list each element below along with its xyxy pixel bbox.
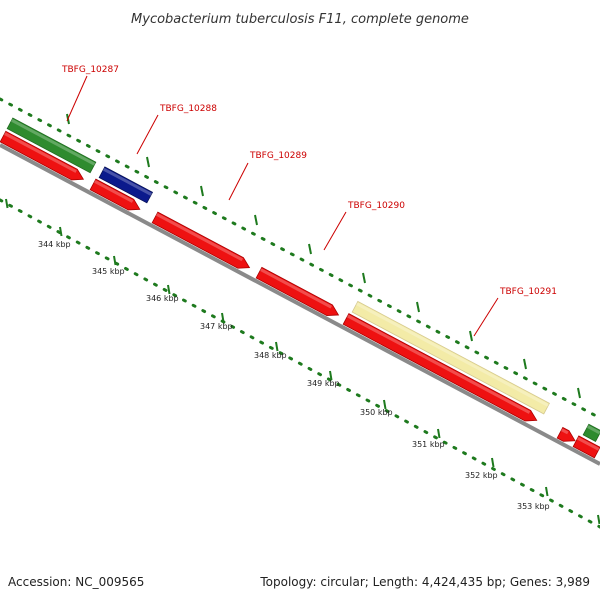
upper-dotted-track xyxy=(0,97,600,420)
leader-tbfg-10289 xyxy=(228,162,249,201)
lower-tick-8 xyxy=(437,428,441,439)
gene-label-tbfg-10290[interactable]: TBFG_10290 xyxy=(347,201,405,211)
ruler-label-347: 347 kbp xyxy=(200,322,233,331)
gene-label-tbfg-10289[interactable]: TBFG_10289 xyxy=(249,151,307,161)
gene-tbfg-10288[interactable] xyxy=(98,166,154,204)
gene-right-forward[interactable] xyxy=(582,423,600,442)
gene-label-tbfg-10291[interactable]: TBFG_10291 xyxy=(499,287,557,297)
upper-tick-5 xyxy=(362,272,366,284)
ruler-label-349: 349 kbp xyxy=(307,379,340,388)
gene-red-5[interactable] xyxy=(342,313,539,426)
upper-tick-7 xyxy=(469,330,473,342)
lower-tick-1 xyxy=(59,226,63,237)
accession-text: Accession: NC_009565 xyxy=(8,575,144,589)
lower-tick-10 xyxy=(545,486,549,497)
leader-tbfg-10287 xyxy=(66,75,88,122)
upper-tick-3 xyxy=(254,214,258,226)
lower-tick-2 xyxy=(113,255,117,266)
leader-tbfg-10288 xyxy=(136,114,159,155)
leader-tbfg-10290 xyxy=(323,211,347,251)
ruler-label-348: 348 kbp xyxy=(254,351,287,360)
lower-tick-4 xyxy=(221,312,225,323)
ruler-label-350: 350 kbp xyxy=(360,408,393,417)
gene-label-tbfg-10288[interactable]: TBFG_10288 xyxy=(159,104,217,114)
gene-label-tbfg-10287[interactable]: TBFG_10287 xyxy=(61,65,119,75)
ruler-ticks xyxy=(5,113,600,525)
gene-tbfg-10287[interactable] xyxy=(6,117,97,174)
gene-red-7[interactable] xyxy=(572,435,600,459)
gene-red-4[interactable] xyxy=(255,266,341,320)
lower-dotted-track xyxy=(0,198,600,529)
lower-tick-0 xyxy=(5,198,9,209)
upper-tick-6 xyxy=(416,301,420,313)
ruler-label-352: 352 kbp xyxy=(465,471,498,480)
genome-summary-text: Topology: circular; Length: 4,424,435 bp… xyxy=(259,575,590,589)
lower-tick-9 xyxy=(491,457,495,468)
upper-tick-9 xyxy=(577,387,581,399)
page-title: Mycobacterium tuberculosis F11, complete… xyxy=(131,12,469,27)
leader-tbfg-10291 xyxy=(473,297,499,337)
gene-red-1[interactable] xyxy=(0,130,86,184)
lower-tick-7 xyxy=(383,399,387,410)
ruler-label-344: 344 kbp xyxy=(38,240,71,249)
gene-features xyxy=(0,117,600,459)
upper-tick-4 xyxy=(308,243,312,255)
gene-red-3[interactable] xyxy=(151,211,252,273)
gene-tbfg-10291[interactable] xyxy=(351,300,550,415)
gene-leader-lines xyxy=(66,75,499,337)
lower-tick-11 xyxy=(597,514,600,525)
gene-red-2[interactable] xyxy=(89,178,142,214)
gene-red-6[interactable] xyxy=(556,426,578,446)
ruler-label-346: 346 kbp xyxy=(146,294,179,303)
ruler-label-353: 353 kbp xyxy=(517,502,550,511)
upper-tick-2 xyxy=(200,185,204,197)
lower-tick-5 xyxy=(275,341,279,352)
ruler-label-345: 345 kbp xyxy=(92,267,125,276)
genome-backbone xyxy=(0,143,600,466)
lower-tick-6 xyxy=(329,370,333,381)
ruler-label-351: 351 kbp xyxy=(412,440,445,449)
upper-tick-8 xyxy=(523,358,527,370)
upper-tick-1 xyxy=(146,156,150,168)
lower-tick-3 xyxy=(167,284,171,295)
